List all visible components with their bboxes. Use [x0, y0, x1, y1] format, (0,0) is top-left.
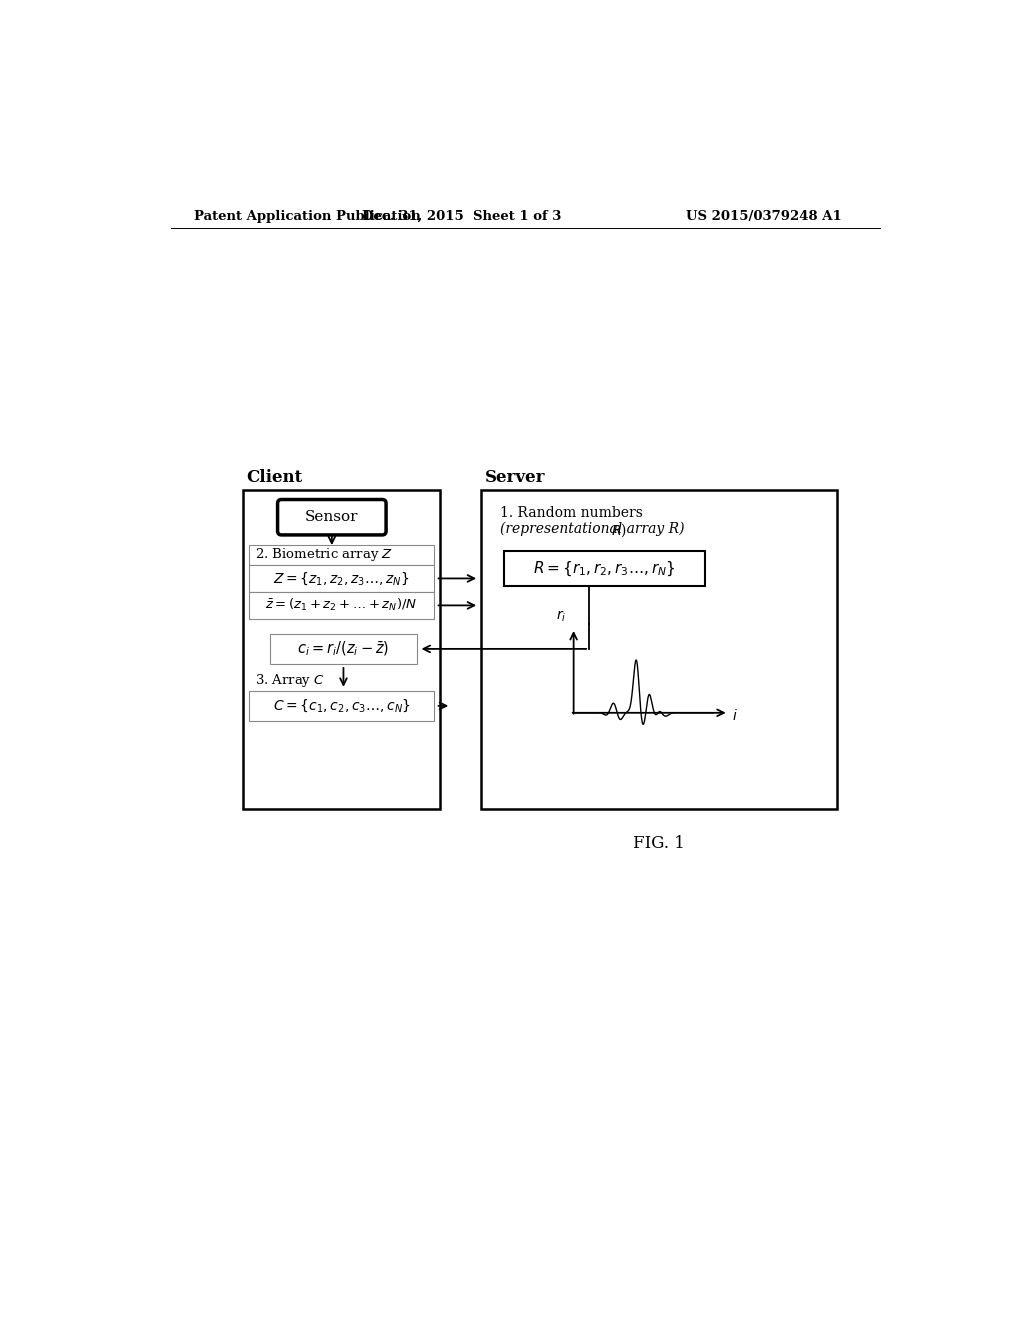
- Text: Sensor: Sensor: [305, 511, 358, 524]
- Text: Client: Client: [247, 469, 303, 486]
- Text: Server: Server: [484, 469, 545, 486]
- Text: US 2015/0379248 A1: US 2015/0379248 A1: [686, 210, 842, 223]
- Text: $i$: $i$: [732, 709, 737, 723]
- Text: Patent Application Publication: Patent Application Publication: [194, 210, 421, 223]
- Text: 2. Biometric array $Z$: 2. Biometric array $Z$: [255, 546, 393, 564]
- Text: $C = \{c_1, c_2, c_3\ldots, c_N\}$: $C = \{c_1, c_2, c_3\ldots, c_N\}$: [272, 697, 411, 714]
- Bar: [249, 565, 434, 591]
- Text: Dec. 31, 2015  Sheet 1 of 3: Dec. 31, 2015 Sheet 1 of 3: [361, 210, 561, 223]
- Text: 1. Random numbers: 1. Random numbers: [500, 507, 643, 520]
- Text: $\bar{z} = (z_1 + z_2 + \ldots + z_N)/N$: $\bar{z} = (z_1 + z_2 + \ldots + z_N)/N$: [265, 598, 418, 614]
- Text: $c_i = r_i / (z_i - \bar{z})$: $c_i = r_i / (z_i - \bar{z})$: [297, 640, 389, 659]
- Text: FIG. 1: FIG. 1: [633, 836, 685, 853]
- Text: $R = \{r_1, r_2, r_3\ldots, r_N\}$: $R = \{r_1, r_2, r_3\ldots, r_N\}$: [534, 560, 676, 578]
- Text: (representational array R): (representational array R): [500, 521, 684, 536]
- Bar: [249, 591, 434, 619]
- Bar: [270, 635, 417, 664]
- Bar: [504, 552, 706, 586]
- Text: $Z = \{z_1, z_2, z_3\ldots, z_N\}$: $Z = \{z_1, z_2, z_3\ldots, z_N\}$: [273, 570, 410, 587]
- Bar: [249, 692, 434, 721]
- Text: $R$): $R$): [611, 521, 627, 540]
- Bar: [243, 490, 440, 809]
- Bar: [249, 545, 434, 565]
- Text: 3. Array $C$: 3. Array $C$: [255, 672, 325, 689]
- Bar: [480, 490, 838, 809]
- FancyBboxPatch shape: [278, 499, 386, 535]
- Text: $r_i$: $r_i$: [555, 609, 566, 624]
